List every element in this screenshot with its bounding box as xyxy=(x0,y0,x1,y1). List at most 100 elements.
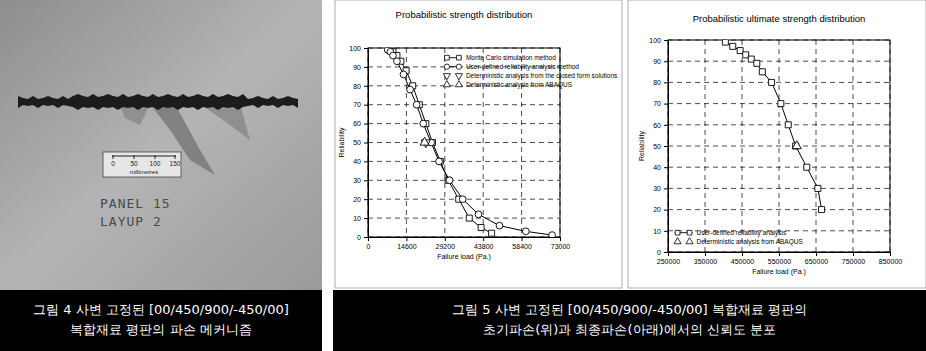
scale-unit: millimetres xyxy=(130,169,159,175)
y-tick: 20 xyxy=(653,206,668,213)
x-tick-label: 850000 xyxy=(879,258,902,265)
y-tick: 20 xyxy=(353,196,368,203)
y-tick-mark xyxy=(364,143,368,144)
legend-marker xyxy=(675,230,680,235)
series-marker xyxy=(466,215,472,221)
y-tick-mark xyxy=(664,125,668,126)
x-tick: 14600 xyxy=(397,237,417,250)
series-marker xyxy=(785,122,791,128)
series-marker xyxy=(489,230,495,236)
series-marker xyxy=(815,185,821,191)
photo-background xyxy=(0,0,322,290)
legend-label: User-defined reliability analysis xyxy=(697,229,787,237)
series-marker xyxy=(478,225,484,231)
x-axis-title: Failure load (Pa.) xyxy=(437,253,491,261)
legend-marker xyxy=(686,238,693,244)
legend-label: Deterministic analysis from ABAQUS xyxy=(466,81,573,89)
x-tick-label: 0 xyxy=(367,243,371,250)
y-tick-label: 100 xyxy=(349,45,361,52)
x-tick: 43800 xyxy=(474,237,494,250)
panel-marking: PANEL 15 xyxy=(100,196,171,211)
y-tick-label: 50 xyxy=(353,139,361,146)
crack xyxy=(18,94,298,110)
y-tick-mark xyxy=(664,104,668,105)
x-tick-mark xyxy=(890,252,891,256)
legend-label: Monte Carlo simulation method xyxy=(466,54,556,61)
y-tick-mark xyxy=(364,218,368,219)
x-tick: 58400 xyxy=(512,237,532,250)
y-tick-label: 90 xyxy=(653,58,661,65)
x-tick-mark xyxy=(560,237,561,241)
scale-line xyxy=(112,155,176,156)
y-tick-mark xyxy=(664,188,668,189)
x-axis-line xyxy=(669,253,891,257)
caption-bar xyxy=(0,290,322,351)
series-marker xyxy=(459,196,466,203)
y-tick: 90 xyxy=(353,64,368,71)
y-tick-mark xyxy=(664,210,668,211)
x-tick-label: 650000 xyxy=(805,258,828,265)
series-marker xyxy=(475,211,482,218)
grid-line xyxy=(668,209,890,210)
y-tick-mark xyxy=(664,231,668,232)
legend-marker xyxy=(455,81,462,87)
caption: 그림 4 사변 고정된 [00/450/900/-450/00] xyxy=(33,302,289,317)
x-tick-mark xyxy=(816,252,817,256)
scale-label: 50 xyxy=(130,160,138,167)
legend-entry: User-defined reliability analysis method xyxy=(444,63,579,71)
y-tick-label: 40 xyxy=(653,164,661,171)
y-tick-label: 80 xyxy=(653,79,661,86)
grid-line xyxy=(368,161,560,162)
y-tick-mark xyxy=(664,167,668,168)
legend-marker xyxy=(444,64,449,69)
y-tick-mark xyxy=(364,67,368,68)
y-tick-mark xyxy=(364,48,368,49)
chart-title: Probabilistic strength distribution xyxy=(396,9,533,20)
y-tick: 80 xyxy=(653,79,668,86)
legend-marker xyxy=(457,55,462,60)
scale-label: 150 xyxy=(170,160,181,167)
y-tick: 0 xyxy=(357,234,368,241)
grid-line xyxy=(668,167,890,168)
y-tick-label: 80 xyxy=(353,83,361,90)
legend-marker xyxy=(455,74,462,80)
y-tick-label: 10 xyxy=(353,215,361,222)
chart-background xyxy=(335,0,622,288)
y-tick-label: 60 xyxy=(353,120,361,127)
caption: 복합재료 평판의 파손 메커니즘 xyxy=(70,322,251,337)
x-tick-mark xyxy=(445,237,446,241)
y-tick-mark xyxy=(364,199,368,200)
y-axis-line xyxy=(364,49,369,238)
y-tick-label: 100 xyxy=(649,37,661,44)
series-marker xyxy=(819,207,825,213)
series-marker xyxy=(420,137,429,145)
delamination-shade xyxy=(150,104,215,175)
y-tick: 50 xyxy=(353,139,368,146)
legend-entry: Deterministic analysis from the closed f… xyxy=(443,72,618,80)
grid-line xyxy=(668,124,890,125)
grid-line xyxy=(368,123,560,124)
legend-entry: Deterministic analysis from ABAQUS xyxy=(674,238,803,246)
y-axis: 0102030405060708090100 xyxy=(349,45,368,241)
scale-tick xyxy=(134,155,135,159)
series-marker xyxy=(792,141,801,149)
legend-marker xyxy=(456,64,461,69)
grid-line xyxy=(368,104,560,105)
grid-line xyxy=(668,146,890,147)
y-tick-mark xyxy=(364,180,368,181)
plot-area xyxy=(722,40,824,213)
x-tick: 0 xyxy=(367,237,371,250)
x-tick-mark xyxy=(742,252,743,256)
series-marker xyxy=(737,48,743,54)
y-axis-line xyxy=(664,41,669,253)
chart-title: Probabilistic ultimate strength distribu… xyxy=(693,13,866,24)
y-axis-title: Reliability xyxy=(338,127,346,157)
grid-line xyxy=(668,188,890,189)
scale-label: 100 xyxy=(150,160,161,167)
legend-label: User-defined reliability analysis method xyxy=(466,63,579,71)
y-tick: 70 xyxy=(353,101,368,108)
series-marker xyxy=(759,69,765,75)
y-tick-mark xyxy=(364,86,368,87)
x-tick-mark xyxy=(779,252,780,256)
series-marker xyxy=(722,40,728,45)
